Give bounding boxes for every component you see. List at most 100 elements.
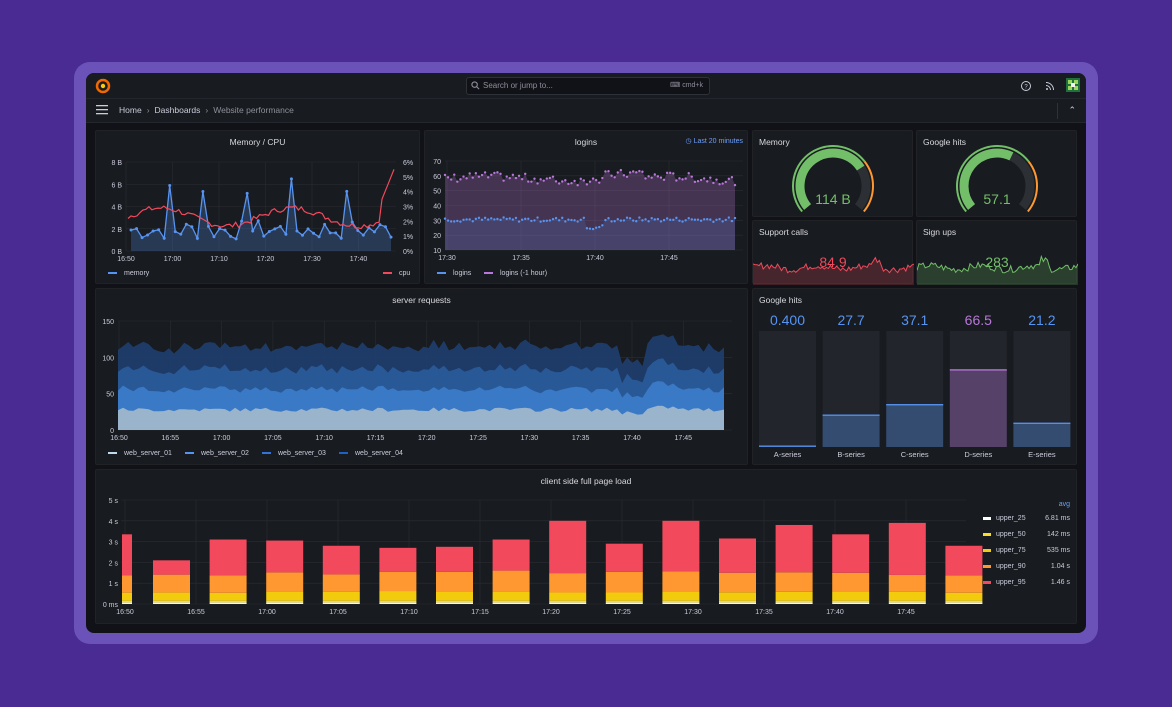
logins-prev-point: [601, 176, 604, 180]
legend-label: upper_90: [996, 563, 1026, 570]
breadcrumb-home[interactable]: Home: [119, 105, 142, 115]
y-tick-label: 20: [433, 233, 441, 240]
logins-point: [567, 218, 570, 221]
logins-prev-point: [715, 178, 718, 181]
help-icon[interactable]: ?: [1020, 80, 1032, 92]
stacked-bar-segment: [945, 592, 983, 601]
panel-memory-gauge[interactable]: Memory 114 B: [752, 130, 913, 217]
panel-memory-cpu[interactable]: Memory / CPU 8 B 6 B 4 B 2 B 0 B 6% 5% 4% 3% 2% 1%…: [95, 130, 420, 284]
logins-point: [696, 218, 700, 221]
breadcrumb-separator: ›: [205, 105, 209, 115]
logins-point: [730, 219, 734, 223]
panel-google-hits-bars[interactable]: Google hits 0.400 A-series 27.7 B-series 37.…: [752, 288, 1077, 465]
legend-swatch: [983, 581, 991, 584]
search-placeholder: Search or jump to...: [483, 81, 553, 90]
memory-point: [157, 228, 161, 232]
memory-point: [323, 222, 327, 226]
panel-page-load[interactable]: client side full page load 5 s 4 s 3 s 2 s 1…: [95, 469, 1077, 624]
hamburger-menu-icon[interactable]: [96, 105, 108, 115]
server-requests-chart: 150 100 50 016:50 16:55 17:00 17:05 17:10 17:15 1…: [102, 319, 732, 457]
stacked-bar-segment: [549, 520, 587, 574]
logins-prev-point: [527, 180, 530, 183]
stacked-bar-segment: [832, 600, 870, 603]
memory-point: [184, 222, 188, 226]
memory-point: [168, 184, 172, 188]
logins-point: [585, 227, 589, 230]
stacked-bar-segment: [492, 539, 530, 571]
logins-prev-point: [508, 176, 511, 180]
logins-point: [511, 218, 515, 221]
stacked-bar-segment: [379, 571, 417, 592]
logins-prev-point: [499, 172, 502, 176]
stacked-bar-segment: [436, 546, 473, 572]
logins-prev-point: [669, 171, 672, 175]
bar-fill: [822, 414, 880, 447]
logins-prev-point: [524, 172, 527, 176]
logins-prev-point: [662, 178, 666, 181]
x-tick-label: 17:40: [623, 435, 641, 442]
panel-sign-ups[interactable]: Sign ups 283: [916, 220, 1078, 285]
stacked-bar-segment: [662, 602, 700, 604]
grafana-logo-icon[interactable]: [95, 78, 111, 94]
search-input[interactable]: Search or jump to... ⌨ cmd+k: [466, 77, 710, 95]
support-calls-sparkline: 84.9: [753, 254, 914, 285]
rss-news-icon[interactable]: [1044, 80, 1056, 92]
sparkline-line: [917, 254, 1078, 274]
stacked-bar-segment: [888, 602, 926, 604]
user-avatar-icon[interactable]: [1066, 78, 1080, 92]
x-tick-label: 16:50: [116, 609, 134, 616]
logins-point: [514, 216, 518, 220]
logins-prev-point: [536, 182, 539, 185]
logins-point: [604, 218, 607, 222]
stacked-bar-segment: [945, 602, 983, 604]
panel-logins[interactable]: logins ◷ Last 20 minutes 70 60 50 40 30 20 10 1…: [424, 130, 748, 284]
stacked-bar-segment: [605, 592, 643, 601]
logins-point: [594, 226, 598, 229]
legend-swatch: [983, 565, 991, 568]
logins-prev-point: [443, 173, 447, 177]
panel-server-requests[interactable]: server requests 150 100 50 0 16:50 16:55 17:00…: [95, 288, 748, 465]
logins-prev-point: [690, 175, 694, 178]
panel-title: client side full page load: [540, 476, 632, 486]
bar-value-text: 27.7: [837, 312, 864, 328]
legend-avg-value: 1.04 s: [1051, 563, 1071, 570]
logins-point: [625, 216, 629, 219]
logins-point: [644, 218, 647, 221]
logins-point: [490, 217, 493, 220]
panel-google-hits-gauge[interactable]: Google hits 57.1: [916, 130, 1077, 217]
logins-prev-point: [493, 171, 496, 175]
logins-prev-point: [446, 176, 450, 179]
collapse-chevron-up-icon[interactable]: ⌃: [1068, 105, 1076, 115]
x-tick-label: 17:20: [257, 256, 275, 263]
logins-point: [687, 216, 690, 220]
logins-point: [570, 218, 573, 222]
logins-prev-point: [591, 177, 595, 180]
search-icon: [471, 81, 480, 90]
memory-point: [201, 189, 205, 193]
logins-point: [542, 219, 545, 223]
logins-point: [453, 220, 456, 223]
breadcrumb-dashboards[interactable]: Dashboards: [154, 105, 201, 115]
memory-point: [339, 236, 343, 240]
memory-point: [162, 236, 166, 240]
panel-support-calls[interactable]: Support calls 84.9: [752, 220, 914, 285]
x-tick-label: 17:00: [213, 435, 231, 442]
logins-prev-point: [490, 173, 493, 176]
logins-point: [635, 220, 638, 223]
y-tick-label: 1 s: [109, 581, 119, 588]
logins-prev-point: [702, 177, 706, 180]
stacked-bar-segment: [605, 600, 643, 603]
time-range-picker[interactable]: ◷ Last 20 minutes: [685, 138, 743, 145]
bar-label: C-series: [901, 450, 929, 459]
stacked-bar-segment: [719, 602, 756, 604]
logins-point: [601, 224, 604, 227]
logins-point: [638, 216, 641, 219]
logins-prev-point: [672, 172, 675, 175]
sign-ups-sparkline: 283: [917, 254, 1078, 285]
logins-point: [607, 217, 610, 220]
memory-point: [206, 224, 210, 228]
logins-prev-point: [610, 174, 613, 177]
divider: [1057, 103, 1058, 119]
top-bar: Search or jump to... ⌨ cmd+k ?: [86, 73, 1086, 99]
logins-prev-point: [650, 176, 653, 179]
